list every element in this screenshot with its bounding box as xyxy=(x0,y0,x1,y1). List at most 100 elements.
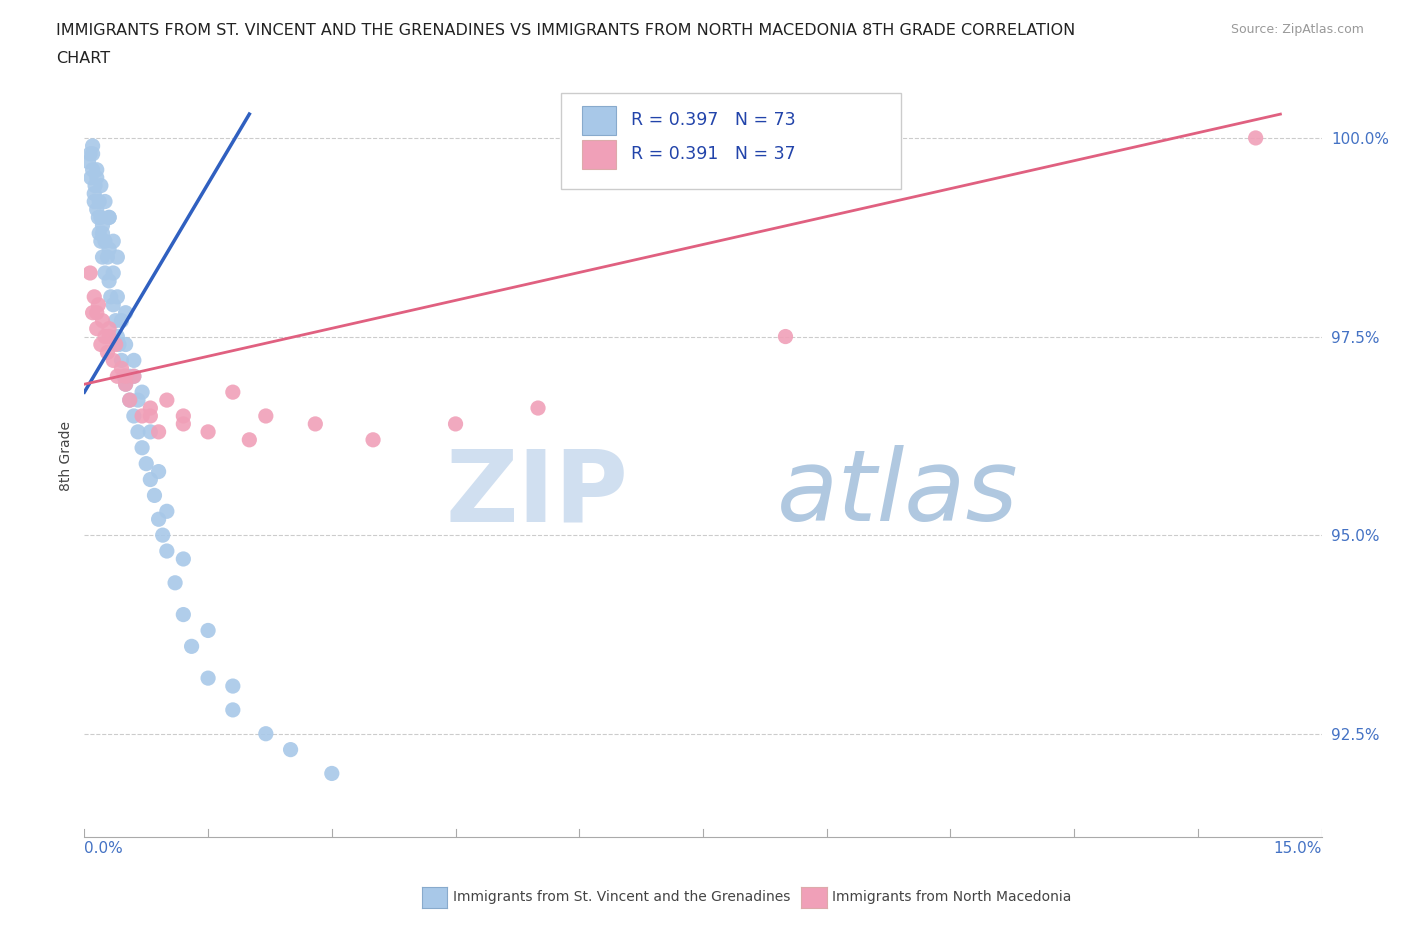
Point xyxy=(100,289,122,304)
Point xyxy=(139,401,162,416)
Point xyxy=(114,305,136,320)
Point xyxy=(172,607,194,622)
Point xyxy=(122,353,145,368)
Point xyxy=(91,226,114,241)
Point xyxy=(127,392,149,407)
Text: 15.0%: 15.0% xyxy=(1274,841,1322,856)
Point xyxy=(82,139,104,153)
Point xyxy=(105,329,128,344)
Point xyxy=(98,321,121,336)
Point xyxy=(90,233,112,248)
Point xyxy=(152,527,174,542)
Point xyxy=(87,210,110,225)
Point xyxy=(96,345,118,360)
Point xyxy=(197,623,219,638)
Text: Immigrants from North Macedonia: Immigrants from North Macedonia xyxy=(832,890,1071,905)
Point xyxy=(83,289,105,304)
Point xyxy=(87,298,110,312)
Point xyxy=(197,671,219,685)
Point xyxy=(139,408,162,423)
Point xyxy=(156,544,179,559)
Point xyxy=(83,186,105,201)
Text: R = 0.397   N = 73: R = 0.397 N = 73 xyxy=(631,112,796,129)
Point xyxy=(114,377,136,392)
Point xyxy=(139,472,162,487)
Point xyxy=(94,266,117,281)
Point xyxy=(222,702,245,717)
Point xyxy=(127,424,149,439)
Point xyxy=(222,385,245,400)
Point xyxy=(114,377,136,392)
Point xyxy=(110,353,132,368)
Point xyxy=(104,337,127,352)
Point xyxy=(91,313,114,328)
Point xyxy=(86,202,108,217)
Point xyxy=(86,163,108,178)
Point xyxy=(90,210,112,225)
Point xyxy=(94,329,117,344)
Point xyxy=(114,337,136,352)
Point xyxy=(361,432,384,447)
Point xyxy=(94,194,117,209)
Point xyxy=(90,337,112,352)
Point xyxy=(79,266,101,281)
Point xyxy=(1244,130,1267,145)
Point xyxy=(775,329,797,344)
Point xyxy=(90,179,112,193)
FancyBboxPatch shape xyxy=(582,140,616,169)
Point xyxy=(104,313,127,328)
Point xyxy=(156,392,179,407)
Point xyxy=(143,488,166,503)
Point xyxy=(444,417,467,432)
Y-axis label: 8th Grade: 8th Grade xyxy=(59,420,73,491)
Point xyxy=(108,337,131,352)
Point xyxy=(156,504,179,519)
Text: atlas: atlas xyxy=(778,445,1019,542)
Point xyxy=(98,329,121,344)
Point xyxy=(165,576,187,591)
Point xyxy=(105,369,128,384)
Text: IMMIGRANTS FROM ST. VINCENT AND THE GRENADINES VS IMMIGRANTS FROM NORTH MACEDONI: IMMIGRANTS FROM ST. VINCENT AND THE GREN… xyxy=(56,23,1076,38)
Point xyxy=(105,289,128,304)
Point xyxy=(94,233,117,248)
Point xyxy=(103,353,125,368)
Point xyxy=(82,163,104,178)
Point xyxy=(89,226,111,241)
Point xyxy=(112,369,135,384)
Point xyxy=(98,210,121,225)
Point xyxy=(135,457,157,472)
Point xyxy=(89,194,111,209)
Point xyxy=(118,369,141,384)
Point xyxy=(172,551,194,566)
Text: CHART: CHART xyxy=(56,51,110,66)
Point xyxy=(131,408,153,423)
Point xyxy=(118,392,141,407)
Point xyxy=(80,170,103,185)
Point xyxy=(86,321,108,336)
Point xyxy=(82,146,104,161)
Point xyxy=(103,233,125,248)
Point xyxy=(254,726,277,741)
Point xyxy=(98,242,121,257)
Point xyxy=(148,424,170,439)
Point xyxy=(254,408,277,423)
FancyBboxPatch shape xyxy=(561,94,901,189)
Point xyxy=(131,385,153,400)
Point xyxy=(197,424,219,439)
Point xyxy=(321,766,343,781)
Text: Source: ZipAtlas.com: Source: ZipAtlas.com xyxy=(1230,23,1364,36)
Point xyxy=(222,679,245,694)
Point xyxy=(122,369,145,384)
Point xyxy=(280,742,302,757)
Point xyxy=(91,218,114,232)
Point xyxy=(103,298,125,312)
Point xyxy=(98,210,121,225)
Point xyxy=(110,313,132,328)
Point xyxy=(139,424,162,439)
Point xyxy=(103,266,125,281)
Point xyxy=(148,512,170,526)
Point xyxy=(122,408,145,423)
Point xyxy=(86,305,108,320)
Point xyxy=(172,408,194,423)
Point xyxy=(84,179,107,193)
